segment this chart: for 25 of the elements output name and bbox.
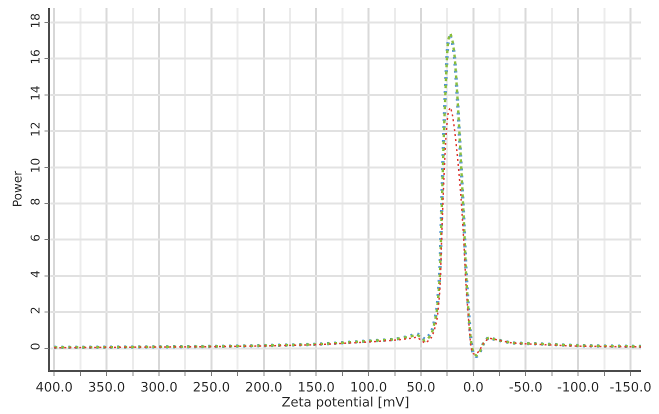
x-tick-label: 300.0 [140,380,178,396]
x-tick-label: 250.0 [192,380,230,396]
x-tick-label: 100.0 [350,380,388,396]
x-tick-label: 400.0 [36,380,73,396]
y-tick-label: 12 [28,122,42,137]
y-tick-label: 16 [28,49,42,65]
y-axis-title: Power [10,170,24,208]
x-tick-label: -50.0 [508,380,543,396]
x-tick-label: 0.0 [462,380,484,396]
x-tick-label: -100.0 [557,380,600,396]
y-tick-label: 6 [28,234,42,242]
line-series [53,106,641,355]
x-tick-label: 150.0 [298,380,335,396]
y-tick-label: 2 [28,306,42,314]
y-tick-label: 0 [28,342,42,350]
x-tick-label: 350.0 [88,380,126,396]
y-tick-label: 8 [28,198,42,206]
y-tick-label: 4 [28,270,42,278]
y-tick-label: 10 [28,158,42,174]
y-tick-label: 14 [28,85,42,101]
x-tick-label: 200.0 [245,380,282,396]
x-tick-label: 50.0 [406,380,436,396]
y-tick-label: 18 [28,13,42,28]
x-tick-label: -150.0 [610,380,652,396]
x-axis-title: Zeta potential [mV] [282,395,410,410]
